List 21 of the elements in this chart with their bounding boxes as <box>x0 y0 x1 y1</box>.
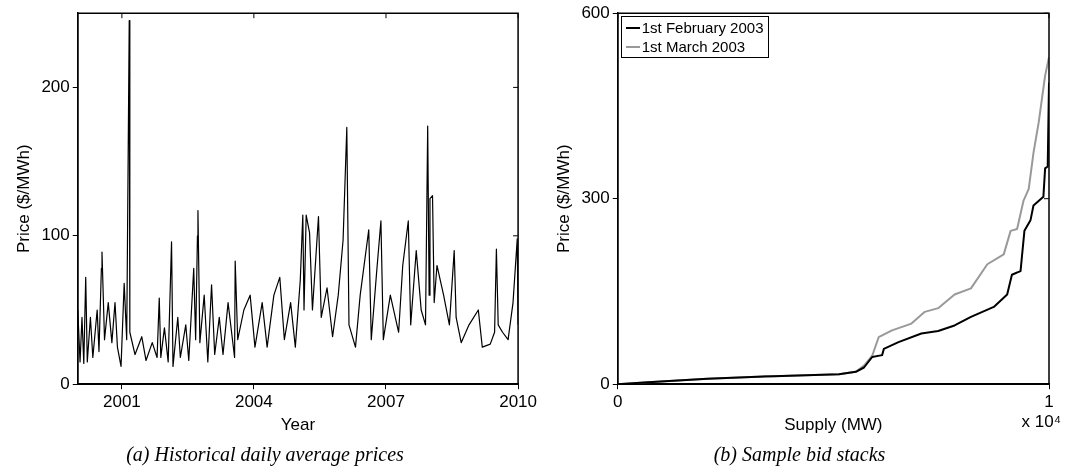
x-tick-label: 2001 <box>102 392 141 412</box>
y-axis-title: Price ($/MWh) <box>13 144 33 254</box>
text: x 10⁴ <box>1021 412 1061 432</box>
x-tick-label: 0 <box>613 392 623 412</box>
y-tick-label: 100 <box>41 225 70 245</box>
y-tick-label: 600 <box>581 2 610 22</box>
legend-label: 1st March 2003 <box>641 37 746 57</box>
x-tick-label: 1 <box>1044 392 1054 412</box>
x-tick-label: 2010 <box>499 392 537 412</box>
text: (a) Historical daily average prices <box>126 443 405 467</box>
text: (b) Sample bid stacks <box>713 443 886 467</box>
y-tick-label: 200 <box>41 77 70 97</box>
y-axis-title: Price ($/MWh) <box>553 144 573 254</box>
x-tick-label: 2007 <box>367 392 405 412</box>
legend-label: 1st February 2003 <box>641 18 764 38</box>
y-tick-label: 300 <box>581 188 610 208</box>
x-axis-title: Supply (MW) <box>784 415 883 435</box>
x-axis-title: Year <box>280 415 316 435</box>
y-tick-label: 0 <box>600 373 610 393</box>
y-tick-label: 0 <box>60 373 70 393</box>
x-tick-label: 2004 <box>234 392 273 412</box>
